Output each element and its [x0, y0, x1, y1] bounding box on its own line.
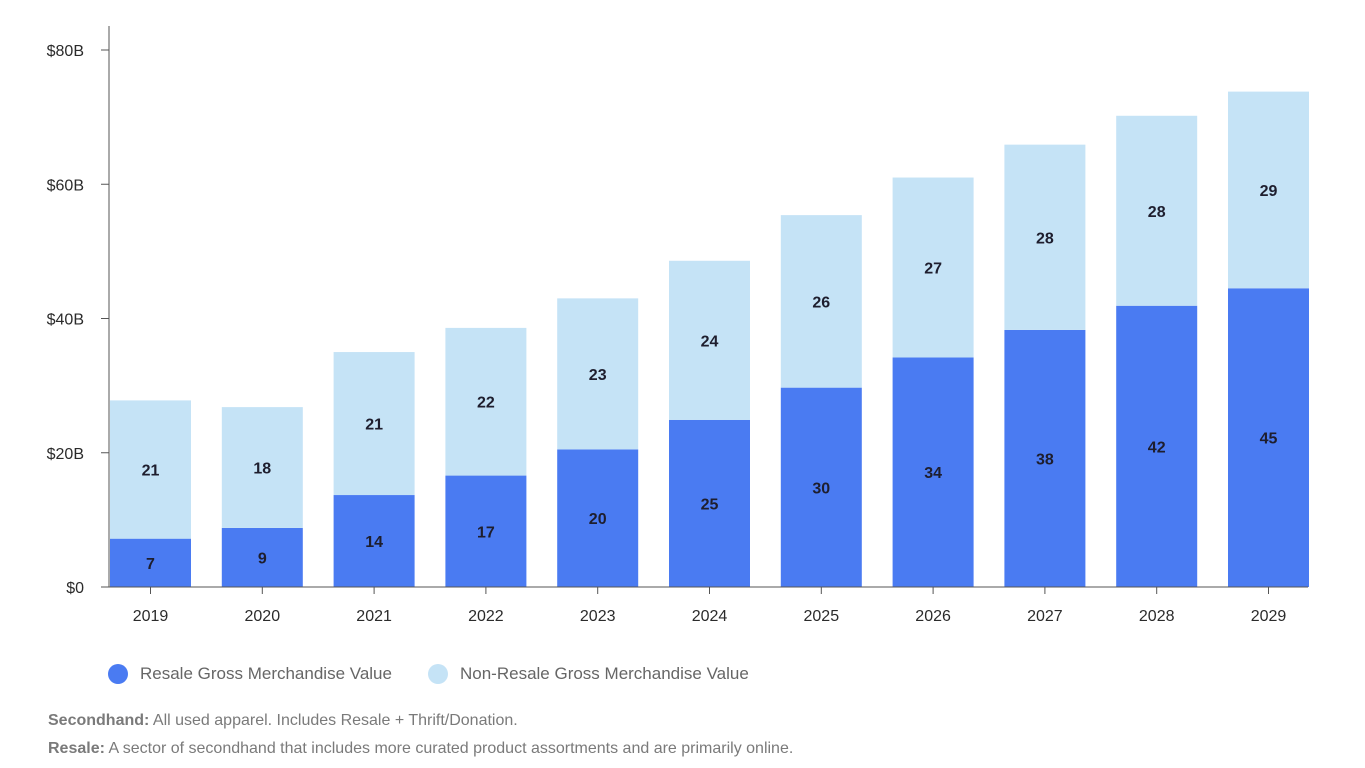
data-label-resale-2028: 42	[1148, 439, 1166, 456]
bar-non-resale-2024	[669, 260, 750, 420]
bar-non-resale-2023	[557, 298, 639, 450]
data-label-resale-2023: 20	[589, 511, 607, 528]
legend-label-non-resale: Non-Resale Gross Merchandise Value	[459, 664, 749, 683]
data-label-non-resale-2026: 27	[924, 260, 942, 277]
non-resale-swatch-icon	[427, 664, 448, 684]
data-label-resale-2019: 7	[146, 556, 155, 573]
resale-swatch-icon	[108, 664, 128, 684]
footnote-secondhand: Secondhand: All used apparel. Includes R…	[48, 707, 793, 735]
y-tick-label-20: $20B	[47, 446, 84, 463]
data-label-non-resale-2022: 22	[477, 395, 495, 412]
x-tick-label-2025: 2025	[804, 608, 840, 625]
footnote-secondhand-text: All used apparel. Includes Resale + Thri…	[149, 712, 518, 729]
bar-resale-2028	[1116, 305, 1198, 587]
data-label-non-resale-2029: 29	[1260, 183, 1278, 200]
bar-non-resale-2029	[1228, 91, 1309, 289]
bar-non-resale-2025	[780, 215, 862, 388]
bar-resale-2020	[221, 527, 303, 587]
bars-group	[110, 91, 1309, 587]
legend: Resale Gross Merchandise Value Non-Resal…	[108, 664, 785, 684]
x-tick-label-2028: 2028	[1139, 608, 1175, 625]
bar-resale-2029	[1228, 288, 1309, 587]
y-tick-label-60: $60B	[47, 177, 84, 194]
bar-labels-group: 7 21 9 18 14 21 17 22 20 23 25 24 30 26 34 27 38 28 42 28 45…	[142, 183, 1278, 573]
footnote-resale-text: A sector of secondhand that includes mor…	[104, 740, 794, 757]
bar-resale-2027	[1004, 329, 1086, 587]
bar-resale-2022	[445, 475, 527, 587]
bar-resale-2025	[780, 387, 862, 587]
bar-non-resale-2027	[1004, 144, 1086, 330]
data-label-resale-2021: 14	[365, 534, 383, 551]
legend-label-resale: Resale Gross Merchandise Value	[140, 664, 392, 683]
axes-group: 2019 2020 2021 2022 2023 2024 2025 2026 2027 2028…	[47, 26, 1308, 625]
bar-non-resale-2020	[221, 407, 303, 528]
bar-resale-2021	[333, 495, 415, 587]
data-label-non-resale-2023: 23	[589, 367, 607, 384]
bar-resale-2024	[669, 419, 750, 587]
bar-resale-2019	[110, 538, 191, 587]
data-label-resale-2027: 38	[1036, 451, 1054, 468]
x-tick-label-2024: 2024	[692, 608, 728, 625]
data-label-non-resale-2020: 18	[253, 461, 271, 478]
legend-item-resale[interactable]: Resale Gross Merchandise Value	[108, 664, 392, 684]
x-tick-label-2026: 2026	[915, 608, 951, 625]
x-tick-label-2022: 2022	[468, 608, 504, 625]
data-label-resale-2025: 30	[812, 480, 830, 497]
footnote-resale: Resale: A sector of secondhand that incl…	[48, 735, 793, 763]
x-tick-label-2019: 2019	[133, 608, 169, 625]
x-tick-label-2029: 2029	[1251, 608, 1287, 625]
legend-item-non-resale[interactable]: Non-Resale Gross Merchandise Value	[427, 664, 749, 684]
x-tick-label-2023: 2023	[580, 608, 616, 625]
y-tick-label-40: $40B	[47, 312, 84, 329]
stacked-bar-chart: 7219181421172220232524302634273828422845…	[47, 26, 1309, 625]
data-label-non-resale-2027: 28	[1036, 230, 1054, 247]
data-label-non-resale-2019: 21	[142, 463, 160, 480]
data-label-non-resale-2028: 28	[1148, 204, 1166, 221]
data-label-resale-2029: 45	[1260, 431, 1278, 448]
x-tick-label-2020: 2020	[245, 608, 281, 625]
bar-non-resale-2019	[110, 400, 191, 539]
bar-resale-2023	[557, 449, 639, 587]
bar-non-resale-2022	[445, 327, 527, 476]
data-label-non-resale-2024: 24	[701, 333, 719, 350]
bar-non-resale-2021	[333, 352, 415, 496]
bar-resale-2026	[892, 357, 974, 587]
bar-non-resale-2028	[1116, 115, 1198, 306]
data-label-non-resale-2021: 21	[365, 417, 383, 434]
y-tick-label-0: $0	[66, 580, 84, 597]
data-label-resale-2020: 9	[258, 550, 267, 567]
footnote-secondhand-term: Secondhand:	[48, 712, 150, 729]
footnotes: Secondhand: All used apparel. Includes R…	[48, 707, 793, 763]
x-tick-label-2027: 2027	[1027, 608, 1063, 625]
footnote-resale-term: Resale:	[48, 740, 105, 757]
bar-non-resale-2026	[892, 177, 974, 358]
x-tick-label-2021: 2021	[356, 608, 392, 625]
data-label-resale-2022: 17	[477, 524, 495, 541]
data-label-non-resale-2025: 26	[812, 294, 830, 311]
data-label-resale-2024: 25	[701, 496, 719, 513]
data-label-resale-2026: 34	[924, 465, 942, 482]
y-tick-label-80: $80B	[47, 43, 84, 60]
